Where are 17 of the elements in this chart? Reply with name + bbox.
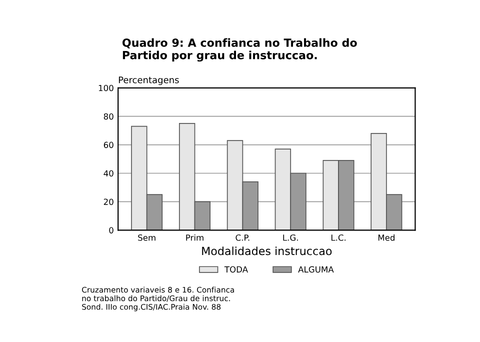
legend-label: ALGUMA — [298, 266, 334, 273]
x-tick-label: C.P. — [236, 234, 250, 241]
y-tick-label: 100 — [98, 84, 114, 92]
y-tick-label: 0 — [109, 227, 114, 234]
x-axis-title: Modalidades instruccao — [202, 246, 332, 256]
x-tick-label: L.G. — [283, 234, 298, 241]
legend-label: TODA — [224, 266, 248, 273]
x-tick-label: Sem — [138, 234, 156, 241]
y-tick-label: 40 — [104, 170, 114, 177]
x-tick-label: Med — [378, 234, 394, 241]
x-tick-label: Prim — [186, 234, 204, 241]
y-tick-label: 80 — [104, 113, 114, 120]
y-axis-title: Percentagens — [118, 76, 179, 86]
x-tick-label: L.C. — [331, 234, 346, 241]
y-tick-label: 20 — [104, 198, 114, 205]
chart-title: Quadro 9: A confianca no Trabalho do Partido por grau de instruccao. — [122, 38, 357, 62]
y-tick-label: 60 — [104, 142, 114, 148]
